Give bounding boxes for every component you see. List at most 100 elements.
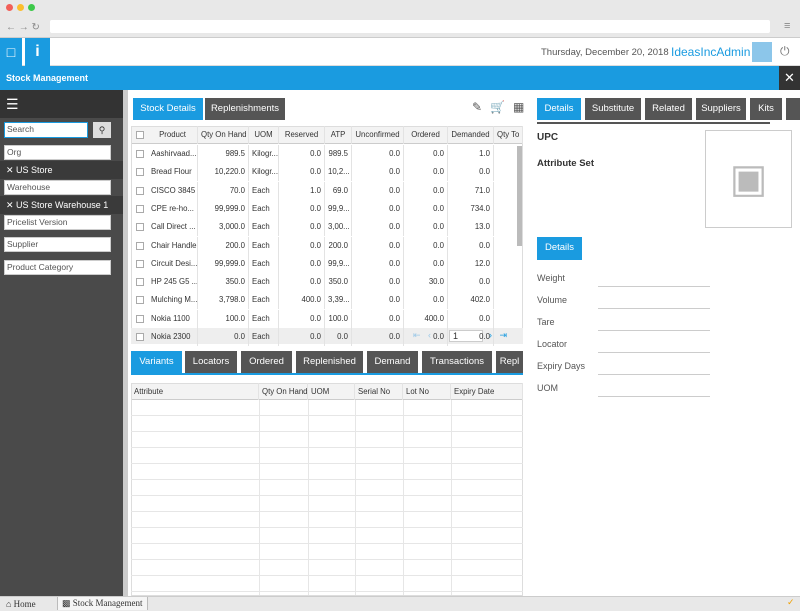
taskbar-label: Home	[13, 599, 36, 609]
chip-x[interactable]: ✕	[6, 165, 17, 175]
header-bg	[132, 384, 522, 400]
checkbox[interactable]	[136, 223, 144, 232]
bottom-tab[interactable]: Locators	[185, 351, 237, 373]
checkbox[interactable]	[136, 259, 144, 268]
checkbox[interactable]	[136, 241, 144, 250]
checkbox[interactable]	[136, 314, 144, 323]
detail-tab[interactable]: Suppliers	[696, 98, 746, 120]
pricelist-select[interactable]: Pricelist Version	[4, 215, 111, 230]
bottom-tab[interactable]: Demand	[367, 351, 418, 373]
edit-icon[interactable]: ✎	[472, 100, 483, 114]
cell: 0.0	[352, 218, 404, 237]
column-header[interactable]: UOM	[249, 126, 279, 144]
details-button[interactable]: Details	[537, 237, 582, 260]
checkbox[interactable]	[136, 150, 144, 158]
taskbar-item[interactable]: ▩ Stock Management	[57, 597, 148, 610]
cell: Nokia 2300	[148, 328, 198, 346]
bottom-tab[interactable]: Transactions	[422, 351, 492, 373]
column-header[interactable]: Attribute	[131, 383, 259, 400]
date: Thursday, December 20, 2018	[541, 47, 669, 58]
checkbox[interactable]	[136, 278, 144, 287]
variant-grid	[131, 383, 523, 596]
detail-tab[interactable]: Related	[645, 98, 692, 120]
supplier-select[interactable]: Supplier	[4, 237, 111, 252]
folder-icon[interactable]: □	[0, 38, 22, 66]
scrollbar[interactable]	[517, 146, 522, 246]
cell: 99,9...	[325, 254, 352, 273]
warehouse-select[interactable]: Warehouse	[4, 180, 111, 195]
cell: Each	[249, 181, 279, 200]
grid-row	[131, 416, 523, 432]
column-header[interactable]: Qty To	[494, 126, 523, 144]
column-header[interactable]: Expiry Date	[451, 383, 523, 400]
cart-icon[interactable]: 🛒	[490, 100, 505, 114]
cell: 0.0	[352, 273, 404, 292]
detail-tab[interactable]: Kits	[750, 98, 782, 120]
chip-label: US Store Warehouse 1	[16, 200, 109, 210]
cell: 0.0	[279, 199, 325, 218]
category-select[interactable]: Product Category	[4, 260, 111, 275]
warehouse-chip[interactable]: ✕ US Store Warehouse 1	[0, 196, 123, 214]
menu[interactable]: ≡	[784, 20, 791, 32]
cell: Each	[249, 236, 279, 255]
org-chip[interactable]: ✕ US Store	[0, 161, 123, 179]
column-header[interactable]: ATP	[325, 126, 352, 144]
main-tab[interactable]: Stock Details	[133, 98, 203, 120]
min-dot[interactable]	[17, 4, 24, 11]
cell: 400.0	[404, 309, 448, 328]
column-header[interactable]: Unconfirmed	[352, 126, 404, 144]
column-header[interactable]: Reserved	[279, 126, 325, 144]
bottom-tab[interactable]: Repl	[496, 351, 523, 373]
hamburger[interactable]: ☰	[6, 96, 19, 112]
user-name[interactable]: IdeasIncAdmin	[671, 45, 751, 59]
grid-col	[403, 400, 404, 595]
splitter[interactable]	[123, 90, 128, 596]
bottom-tab[interactable]: Variants	[131, 351, 182, 373]
bottom-tab[interactable]: Ordered	[241, 351, 292, 373]
close[interactable]: ✕	[779, 66, 800, 90]
checkbox[interactable]	[136, 168, 144, 177]
column-header[interactable]: UOM	[308, 383, 355, 400]
grid-row	[131, 560, 523, 576]
detail-tab-more[interactable]	[786, 98, 800, 120]
search-btn[interactable]: ⚲	[93, 122, 111, 138]
column-header[interactable]: Qty On Hand	[198, 126, 249, 144]
pager-first[interactable]: ⇤ ‹	[413, 330, 432, 340]
max-dot[interactable]	[28, 4, 35, 11]
nav-buttons[interactable]: ← → ↻	[6, 22, 40, 33]
pager-next[interactable]: › ⇥	[489, 330, 508, 340]
column-header[interactable]: Demanded	[448, 126, 494, 144]
checkbox[interactable]	[136, 204, 144, 213]
search[interactable]: Search	[4, 122, 88, 138]
detail-tab[interactable]: Details	[537, 98, 581, 120]
power[interactable]: ⏻	[780, 44, 790, 58]
checkbox[interactable]	[136, 131, 144, 139]
org-select[interactable]: Org	[4, 145, 111, 160]
column-header[interactable]: Lot No	[403, 383, 451, 400]
main-tab[interactable]: Replenishments	[205, 98, 285, 120]
column-header[interactable]: Ordered	[404, 126, 448, 144]
column-header[interactable]: Serial No	[355, 383, 403, 400]
taskbar-home[interactable]: ⌂ Home	[6, 599, 36, 609]
detail-tab[interactable]: Substitute	[585, 98, 641, 120]
column-header[interactable]: Product	[148, 126, 198, 144]
close-dot[interactable]	[6, 4, 13, 11]
cell: 3,39...	[325, 291, 352, 310]
grid-col	[355, 400, 356, 595]
calc-icon[interactable]: ▦	[513, 100, 525, 114]
cell: Kilogr...	[249, 163, 279, 182]
checkbox[interactable]	[136, 296, 144, 305]
checkbox[interactable]	[136, 333, 144, 341]
page-select[interactable]: 1	[449, 330, 483, 342]
chip-x[interactable]: ✕	[6, 200, 17, 210]
column-header[interactable]: Qty On Hand	[259, 383, 308, 400]
info-icon[interactable]: i	[25, 38, 50, 66]
title-bar: Stock Management ✕	[0, 66, 800, 90]
checkbox[interactable]	[136, 186, 144, 195]
address-bar[interactable]	[50, 20, 770, 33]
bottom-tab[interactable]: Replenished	[296, 351, 363, 373]
avatar[interactable]	[752, 42, 772, 62]
grid-row	[131, 464, 523, 480]
cell: 0.0	[279, 145, 325, 163]
